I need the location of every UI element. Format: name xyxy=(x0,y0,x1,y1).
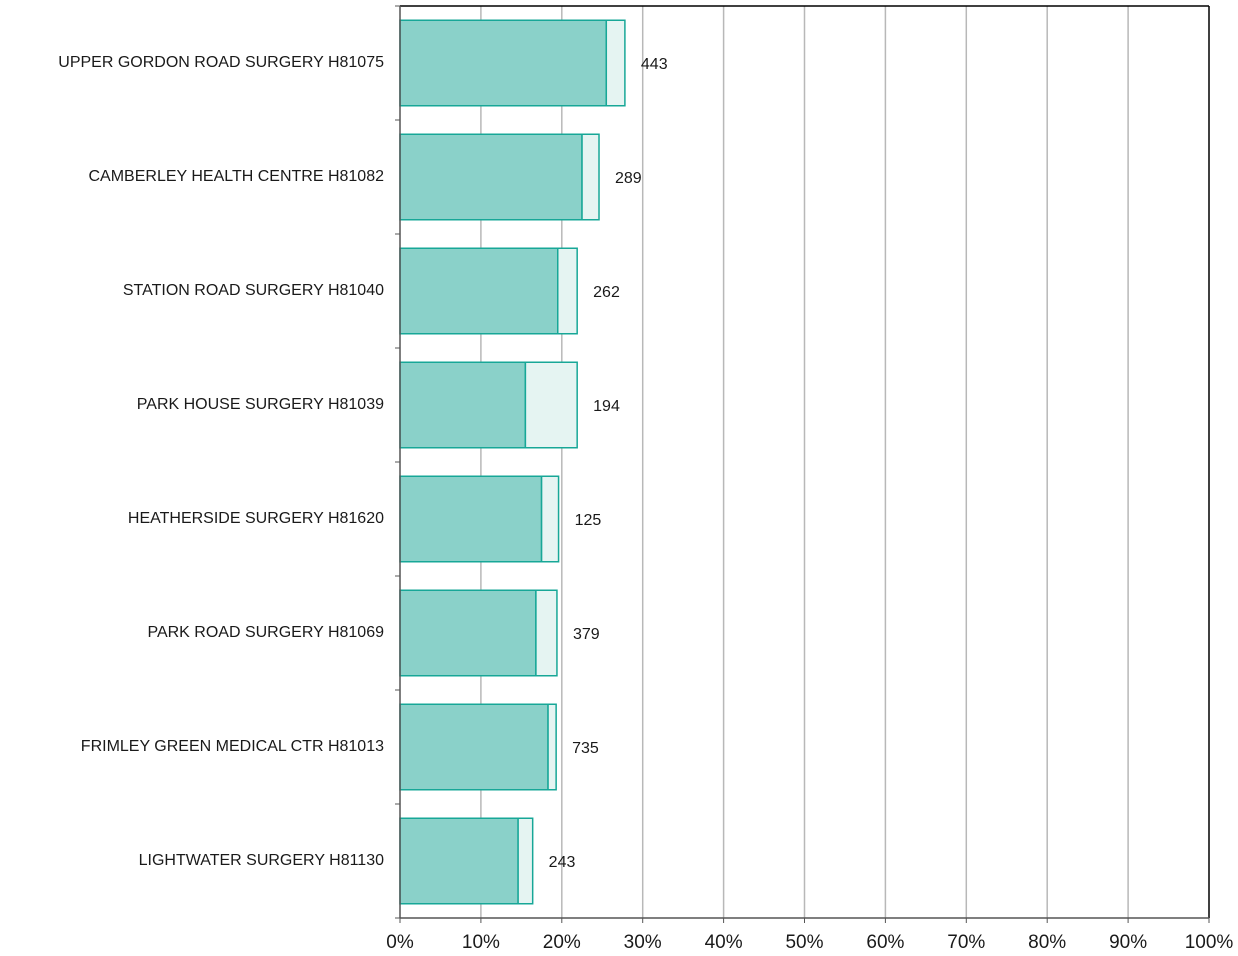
bar-segment-2 xyxy=(547,703,557,791)
category-label: CAMBERLEY HEALTH CENTRE H81082 xyxy=(88,168,384,185)
x-tick-label: 60% xyxy=(866,932,904,953)
bar-segment-1 xyxy=(399,589,537,677)
x-tick-label: 40% xyxy=(705,932,743,953)
value-label: 735 xyxy=(572,740,599,757)
bar-segment-1 xyxy=(399,361,527,449)
value-label: 243 xyxy=(549,854,576,871)
value-label: 379 xyxy=(573,626,600,643)
category-label: UPPER GORDON ROAD SURGERY H81075 xyxy=(58,54,384,71)
category-label: PARK ROAD SURGERY H81069 xyxy=(147,624,384,641)
value-label: 289 xyxy=(615,170,642,187)
x-tick-label: 50% xyxy=(785,932,823,953)
x-tick-label: 10% xyxy=(462,932,500,953)
bar-segment-2 xyxy=(605,19,626,107)
x-tick-label: 0% xyxy=(386,932,414,953)
x-tick-label: 30% xyxy=(624,932,662,953)
bar-segment-1 xyxy=(399,19,608,107)
category-label: LIGHTWATER SURGERY H81130 xyxy=(139,852,385,869)
category-label: STATION ROAD SURGERY H81040 xyxy=(123,282,384,299)
bar-segment-1 xyxy=(399,247,559,335)
x-tick-label: 70% xyxy=(947,932,985,953)
bar-segment-1 xyxy=(399,133,583,221)
axes xyxy=(395,5,1210,923)
bar-segment-2 xyxy=(524,361,578,449)
x-tick-label: 80% xyxy=(1028,932,1066,953)
bar-segment-2 xyxy=(540,475,560,563)
bar-segment-1 xyxy=(399,817,519,905)
bar-segment-2 xyxy=(557,247,578,335)
bars xyxy=(399,19,626,905)
value-label: 194 xyxy=(593,398,620,415)
bar-segment-2 xyxy=(517,817,534,905)
bar-segment-2 xyxy=(581,133,600,221)
x-tick-label: 100% xyxy=(1185,932,1234,953)
category-label: PARK HOUSE SURGERY H81039 xyxy=(137,396,384,413)
value-label: 125 xyxy=(575,512,602,529)
category-label: HEATHERSIDE SURGERY H81620 xyxy=(128,510,384,527)
labels: UPPER GORDON ROAD SURGERY H81075 443 CAMBE… xyxy=(58,54,1233,953)
category-label: FRIMLEY GREEN MEDICAL CTR H81013 xyxy=(81,738,384,755)
value-label: 443 xyxy=(641,56,668,73)
value-label: 262 xyxy=(593,284,620,301)
bar-segment-1 xyxy=(399,703,549,791)
x-tick-label: 90% xyxy=(1109,932,1147,953)
x-tick-label: 20% xyxy=(543,932,581,953)
bar-segment-2 xyxy=(535,589,558,677)
bar-segment-1 xyxy=(399,475,543,563)
